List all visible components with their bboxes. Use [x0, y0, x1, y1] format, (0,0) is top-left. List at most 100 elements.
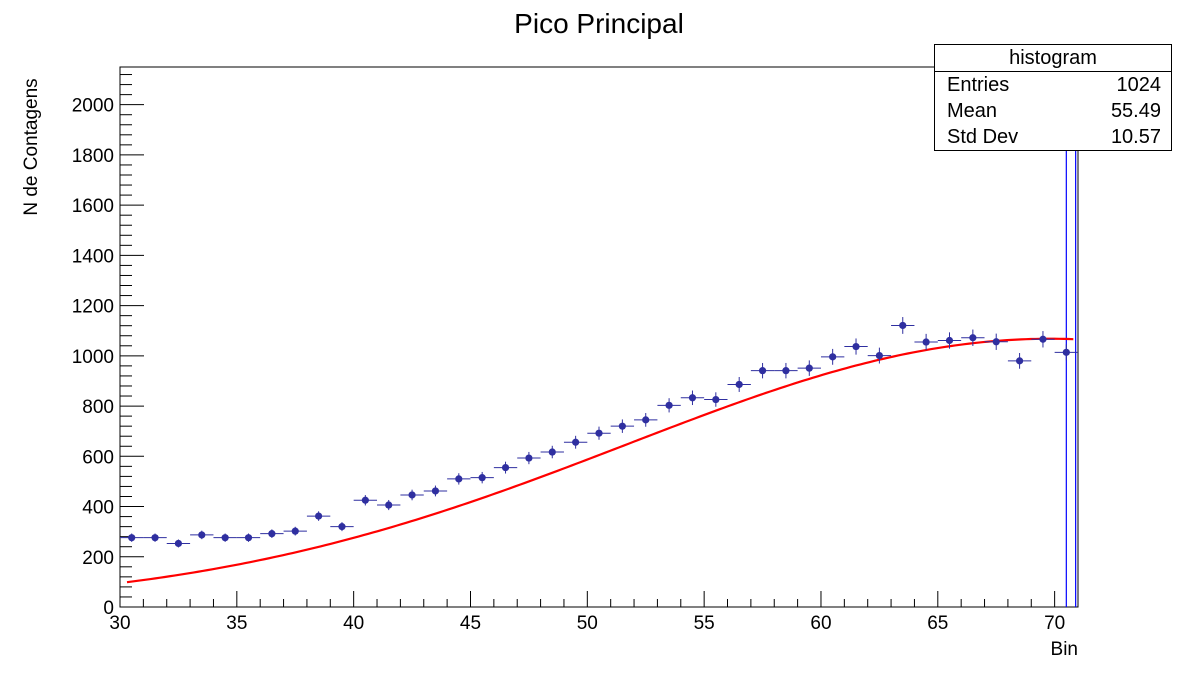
- stats-label: Entries: [947, 74, 1010, 96]
- fit-line: [126, 337, 1074, 584]
- stats-box: histogram Entries 1024 Mean 55.49 Std De…: [934, 44, 1172, 151]
- data-point: [493, 461, 518, 474]
- data-point: [610, 419, 635, 433]
- point-marker: [899, 321, 907, 330]
- x-tick-label: 60: [810, 613, 831, 634]
- data-point: [447, 473, 471, 485]
- data-point: [797, 360, 821, 376]
- stats-value: 1024: [1116, 74, 1162, 96]
- point-marker: [361, 496, 369, 504]
- stats-row-entries: Entries 1024: [935, 72, 1171, 98]
- point-marker: [268, 530, 276, 538]
- axes: 30 35 40 45 50 55 60 65 70 0 200 400 600 800 1000 1200 1…: [72, 74, 1079, 634]
- data-point: [657, 398, 681, 413]
- x-tick-label: 70: [1044, 613, 1065, 634]
- data-point: [400, 489, 424, 501]
- chart-title: Pico Principal: [514, 8, 684, 39]
- point-marker: [1062, 348, 1070, 356]
- data-point: [190, 530, 214, 540]
- point-marker: [969, 334, 977, 342]
- data-point: [867, 347, 892, 364]
- point-marker: [1039, 335, 1047, 343]
- point-marker: [782, 367, 790, 375]
- point-marker: [431, 487, 440, 495]
- stats-title: histogram: [935, 45, 1171, 72]
- point-marker: [198, 531, 206, 539]
- point-marker: [478, 474, 486, 482]
- y-tick-label: 1000: [72, 347, 114, 368]
- x-axis-label: Bin: [1051, 639, 1078, 660]
- data-point: [120, 533, 144, 542]
- stats-row-stddev: Std Dev 10.57: [935, 124, 1171, 150]
- y-tick-label: 1200: [72, 297, 114, 318]
- overflow-bin: [1065, 67, 1077, 607]
- data-point: [727, 376, 751, 392]
- point-marker: [315, 512, 323, 520]
- y-tick-label: 400: [82, 498, 114, 519]
- point-marker: [735, 380, 743, 389]
- y-tick-label: 200: [82, 548, 114, 569]
- point-marker: [548, 448, 556, 456]
- data-point: [914, 333, 938, 351]
- data-point: [236, 533, 261, 542]
- data-point: [143, 533, 167, 542]
- data-point: [470, 471, 494, 484]
- data-point: [844, 338, 868, 355]
- stats-value: 10.57: [1110, 126, 1161, 148]
- point-marker: [688, 394, 697, 402]
- data-point: [961, 329, 985, 346]
- data-point: [1031, 331, 1055, 348]
- data-point: [937, 332, 962, 349]
- data-point: [680, 390, 705, 406]
- data-point: [423, 485, 448, 497]
- stats-value: 55.49: [1110, 100, 1161, 122]
- y-tick-label: 0: [103, 598, 114, 619]
- data-point: [260, 529, 284, 538]
- point-marker: [291, 527, 299, 535]
- data-point: [540, 445, 564, 459]
- data-points: [120, 317, 1078, 548]
- point-marker: [642, 416, 650, 424]
- point-marker: [922, 338, 930, 346]
- data-point: [634, 413, 658, 427]
- point-marker: [455, 475, 463, 483]
- point-marker: [128, 534, 136, 542]
- data-point: [1054, 344, 1078, 361]
- point-marker: [501, 464, 510, 472]
- x-tick-label: 55: [694, 613, 715, 634]
- data-point: [283, 526, 307, 536]
- data-point: [306, 511, 331, 521]
- point-marker: [945, 336, 954, 345]
- data-point: [1007, 352, 1032, 369]
- fit-curve: [126, 337, 1074, 584]
- point-marker: [829, 353, 837, 361]
- point-marker: [525, 454, 533, 462]
- y-axis-label: N de Contagens: [21, 78, 42, 215]
- plot-frame: [119, 66, 1079, 608]
- point-marker: [338, 523, 346, 531]
- data-point: [517, 451, 541, 465]
- data-point: [984, 333, 1008, 350]
- point-marker: [665, 401, 673, 409]
- y-tick-label: 1800: [72, 146, 114, 167]
- data-point: [353, 495, 378, 506]
- data-point: [330, 522, 354, 532]
- x-tick-label: 30: [109, 613, 130, 634]
- stats-label: Mean: [947, 100, 998, 122]
- y-tick-label: 800: [82, 397, 114, 418]
- point-marker: [875, 351, 883, 360]
- x-tick-label: 65: [927, 613, 948, 634]
- data-point: [704, 392, 728, 407]
- stats-row-mean: Mean 55.49: [935, 98, 1171, 124]
- data-point: [774, 362, 798, 379]
- data-point: [213, 533, 237, 542]
- point-marker: [712, 395, 720, 404]
- x-tick-label: 50: [577, 613, 598, 634]
- point-marker: [595, 429, 603, 437]
- point-marker: [174, 539, 183, 548]
- data-point: [166, 539, 191, 548]
- data-point: [891, 317, 915, 334]
- y-tick-label: 600: [82, 447, 114, 468]
- data-point: [563, 435, 588, 449]
